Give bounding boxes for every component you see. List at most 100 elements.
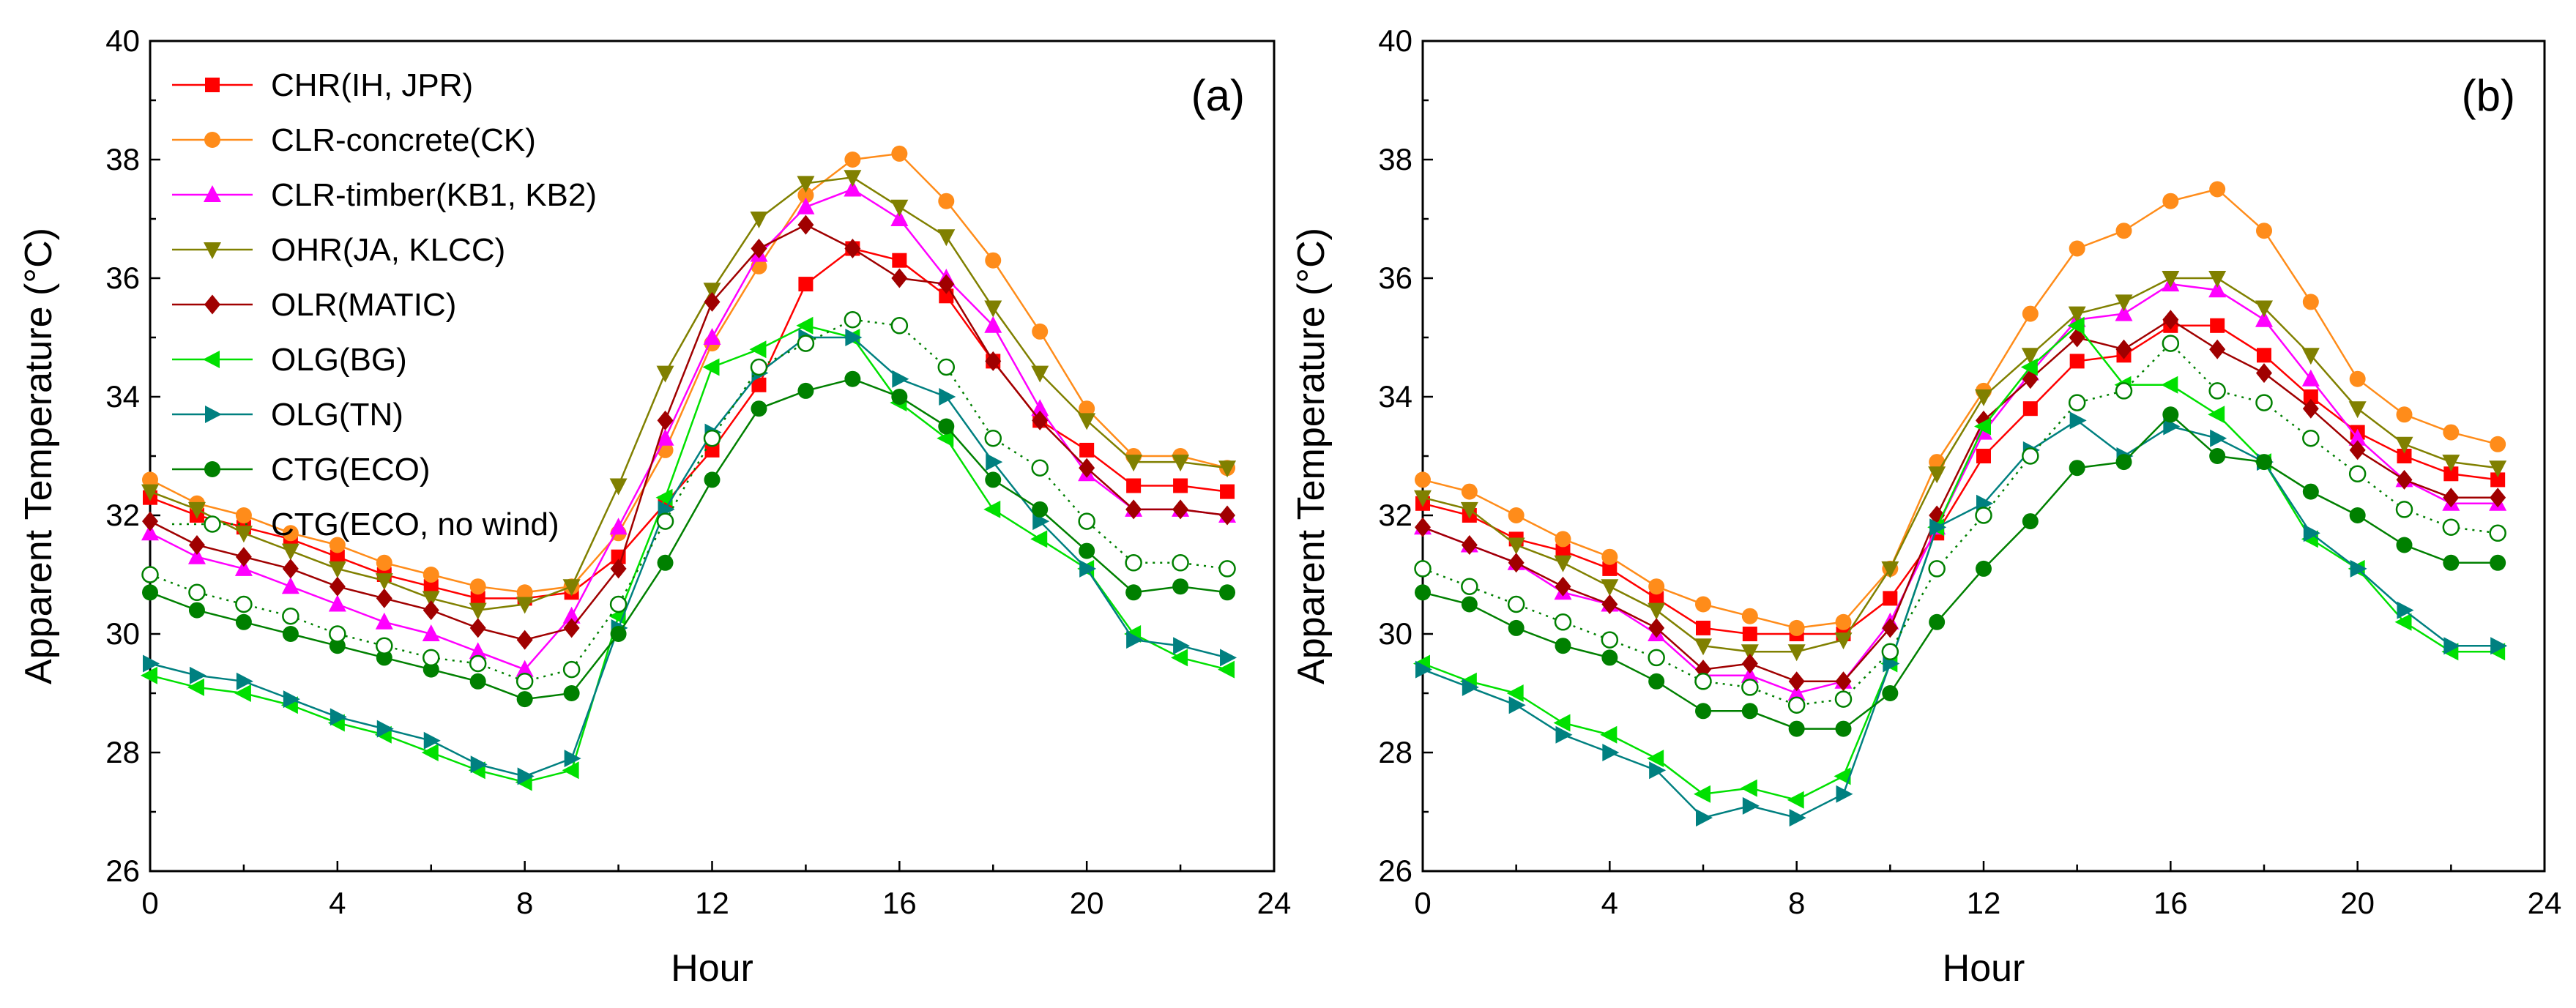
marker-triangle-left	[983, 500, 1001, 518]
marker-circle	[469, 673, 486, 690]
marker-diamond	[1741, 654, 1758, 673]
marker-diamond	[1648, 618, 1665, 638]
marker-circle	[2069, 240, 2085, 257]
marker-triangle-right	[189, 666, 206, 684]
marker-triangle-down	[937, 229, 956, 247]
panel-label: (a)	[1191, 71, 1245, 120]
marker-triangle-down	[204, 242, 221, 259]
marker-triangle-left	[2067, 316, 2085, 335]
legend-label: OHR(JA, KLCC)	[271, 232, 505, 268]
marker-square	[2257, 348, 2271, 363]
marker-square	[1696, 620, 1710, 635]
marker-triangle-down	[890, 199, 909, 217]
marker-square	[423, 579, 439, 594]
marker-circle	[282, 525, 299, 542]
marker-open-circle	[1928, 560, 1946, 578]
marker-diamond	[1079, 458, 1095, 478]
marker-diamond	[282, 559, 299, 579]
marker-open-circle	[656, 512, 674, 530]
marker-triangle-down	[2021, 348, 2039, 365]
marker-circle	[2022, 513, 2039, 530]
y-tick-label: 28	[105, 735, 140, 769]
panel-a: 26 28 30 32 34 36 38 40 0 4 8 12 16 20 24 Hour Apparent …	[18, 23, 1291, 990]
marker-square	[1079, 442, 1095, 458]
marker-triangle-down	[2489, 460, 2507, 478]
series-olg-tn-	[143, 329, 1237, 785]
marker-triangle-down	[656, 365, 674, 383]
marker-triangle-up	[562, 606, 581, 624]
marker-triangle-down	[1787, 644, 1806, 662]
marker-triangle-down	[1554, 555, 1572, 572]
marker-triangle-right	[1079, 559, 1097, 578]
marker-triangle-down	[141, 484, 159, 501]
series-line	[1422, 324, 2498, 635]
marker-triangle-right	[330, 708, 347, 726]
marker-triangle-up	[2301, 369, 2320, 387]
series-line	[149, 247, 1228, 600]
marker-circle	[1415, 471, 1431, 488]
marker-circle	[2069, 460, 2085, 477]
marker-triangle-left	[1218, 660, 1235, 679]
marker-open-circle	[1218, 560, 1236, 578]
x-tick-label: 24	[2528, 886, 2562, 920]
marker-circle	[2162, 406, 2179, 423]
legend-label: OLG(BG)	[271, 342, 407, 378]
marker-open-circle	[1554, 613, 1572, 631]
marker-triangle-down	[1881, 561, 1899, 578]
x-axis-title: Hour	[1943, 947, 2025, 990]
series-line	[149, 324, 1228, 783]
marker-triangle-down	[562, 579, 581, 597]
x-tick-label: 0	[1414, 886, 1431, 920]
marker-diamond	[1461, 535, 1478, 555]
marker-triangle-down	[609, 478, 628, 496]
marker-square	[1555, 543, 1571, 559]
marker-triangle-left	[234, 684, 251, 702]
marker-circle	[422, 661, 439, 678]
marker-triangle-left	[1171, 649, 1188, 667]
panel-b: 26 28 30 32 34 36 38 40 0 4 8 12 16 20 24 Hour Apparent …	[1290, 23, 2561, 990]
marker-diamond	[2490, 488, 2506, 508]
panel-label: (b)	[2462, 71, 2515, 120]
marker-circle	[1461, 483, 1478, 500]
marker-circle	[1079, 542, 1095, 559]
series-ctg-eco-	[1415, 406, 2506, 737]
marker-circle	[2396, 406, 2413, 423]
x-tick-label: 16	[2154, 886, 2188, 920]
marker-square	[470, 591, 485, 606]
x-tick-label: 4	[329, 886, 346, 920]
marker-triangle-down	[1078, 413, 1096, 430]
marker-square	[1976, 449, 1991, 463]
marker-open-circle	[1507, 595, 1525, 613]
marker-circle	[235, 613, 252, 630]
marker-triangle-up	[187, 547, 206, 564]
series-line	[1422, 283, 2498, 695]
legend-label: CLR-timber(KB1, KB2)	[271, 177, 597, 213]
marker-triangle-right	[564, 750, 581, 768]
marker-triangle-up	[515, 660, 534, 677]
x-tick-label: 16	[882, 886, 917, 920]
marker-triangle-up	[422, 624, 440, 641]
x-tick-label: 12	[695, 886, 729, 920]
marker-square	[1649, 591, 1664, 606]
marker-square	[751, 377, 767, 392]
marker-triangle-up	[281, 577, 299, 594]
marker-open-circle	[1601, 631, 1619, 649]
x-tick-label: 8	[1788, 886, 1805, 920]
marker-triangle-right	[1789, 809, 1806, 827]
x-tick-label: 8	[516, 886, 533, 920]
marker-diamond	[142, 511, 158, 531]
marker-triangle-right	[517, 767, 535, 785]
marker-triangle-left	[187, 678, 204, 696]
series-line	[1422, 413, 2498, 730]
series-ctg-eco-	[142, 370, 1236, 708]
marker-circle	[2349, 507, 2366, 523]
y-tick-label: 32	[1378, 498, 1412, 532]
marker-triangle-left	[655, 488, 673, 507]
marker-triangle-down	[984, 300, 1002, 318]
marker-diamond	[704, 291, 721, 312]
marker-open-circle	[235, 595, 253, 613]
series-line	[149, 223, 1228, 641]
marker-triangle-right	[1508, 696, 1526, 714]
marker-triangle-down	[1648, 602, 1666, 620]
marker-circle	[1882, 685, 1899, 701]
